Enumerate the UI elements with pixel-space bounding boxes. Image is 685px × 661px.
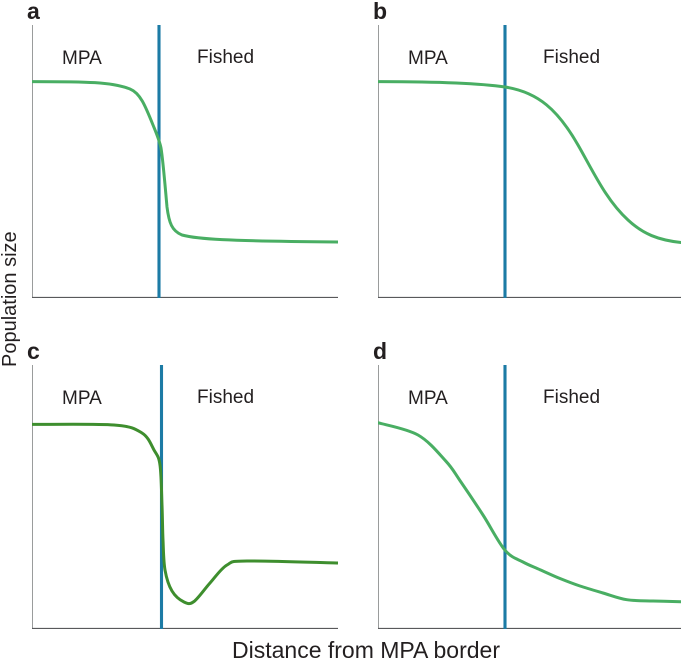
svg-text:MPA: MPA [62, 48, 102, 69]
svg-text:MPA: MPA [408, 48, 448, 69]
svg-text:MPA: MPA [62, 388, 102, 409]
svg-text:Fished: Fished [197, 47, 254, 68]
svg-text:Fished: Fished [197, 387, 254, 408]
svg-text:Fished: Fished [543, 47, 600, 68]
svg-text:Fished: Fished [543, 387, 600, 408]
svg-text:MPA: MPA [408, 388, 448, 409]
